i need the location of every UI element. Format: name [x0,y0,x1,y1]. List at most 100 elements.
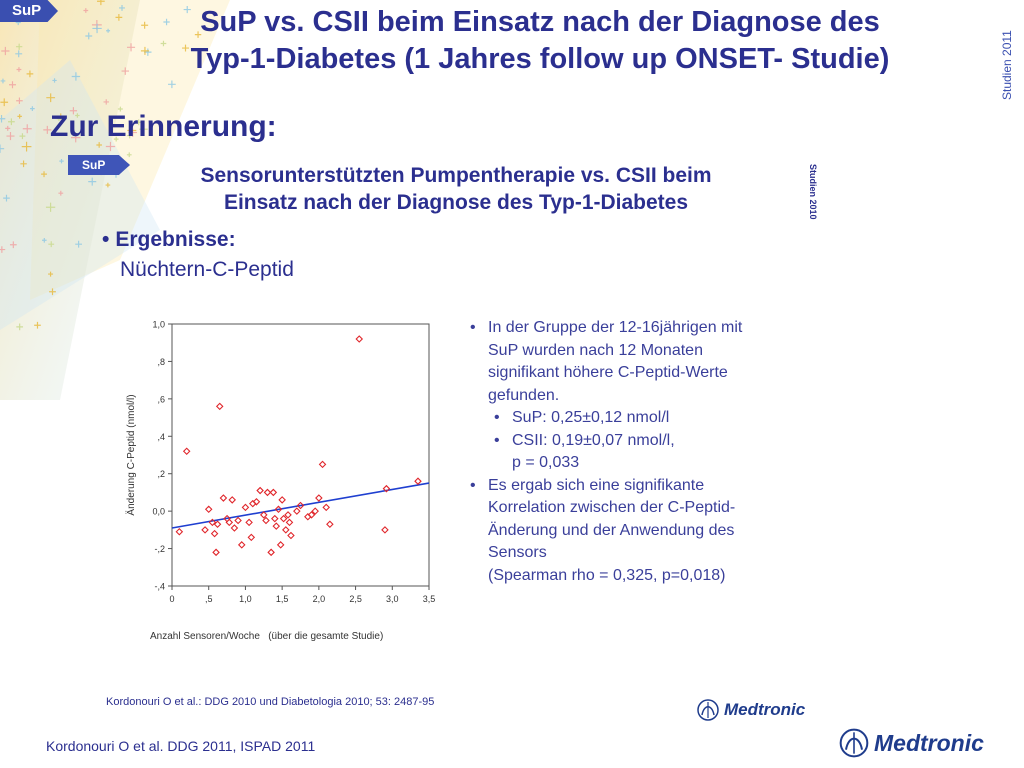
bullet-text: signifikant höhere C-Peptid-Werte [488,364,728,381]
results-heading: • Ergebnisse: [102,228,236,252]
x-tick-label: 0 [169,594,174,604]
sparkle [141,21,149,29]
sparkle [117,106,123,112]
sparkle [16,67,22,72]
sparkle [88,177,97,186]
data-point [245,518,253,527]
results-subheading: Nüchtern-C-Peptid [120,258,294,281]
x-tick-label: 1,5 [276,594,289,604]
data-point [182,447,191,456]
x-tick-label: 3,5 [423,594,436,604]
subheading: Zur Erinnerung: [50,110,277,143]
bullet-line: • In der Gruppe der 12-16jährigen mit [468,317,838,340]
sparkle [92,23,102,34]
sparkle [113,136,119,142]
sparkle [126,43,136,52]
data-point [307,511,316,519]
bullet-line: (Spearman rho = 0,325, p=0,018) [468,565,838,588]
data-point [278,496,286,504]
sparkle [0,144,5,153]
bullet-text: Korrelation zwischen der C-Peptid- [488,499,736,516]
bullet-text: CSII: 0,19±0,07 nmol/l, [512,431,675,449]
sparkle [0,246,6,253]
bullet-text: SuP: 0,25±0,12 nmol/l [512,409,670,426]
sparkle [128,128,137,137]
footer-citation: Kordonouri O et al. DDG 2011, ISPAD 2011 [46,738,316,754]
medtronic-logo-icon [697,699,719,721]
sparkle [126,152,132,158]
data-point [287,531,295,540]
bullet-line: gefunden. [468,385,838,408]
data-point [269,488,278,497]
data-point [271,514,279,523]
sparkle [194,31,202,38]
data-point [285,518,294,527]
data-point [381,526,389,534]
bullet-text: SuP wurden nach 12 Monaten [488,341,703,359]
sparkle [3,194,10,202]
bullet-dot: • [470,476,476,494]
bullet-text: In der Gruppe der 12-16jährigen mit [488,319,743,336]
data-point [175,527,184,536]
y-tick-label: 0,0 [152,507,165,517]
footer-logo-text: Medtronic [874,729,984,756]
y-tick-label: ,2 [157,469,165,479]
sparkle [119,4,125,11]
sparkle [182,44,189,52]
sparkle [75,113,80,118]
sparkle [103,99,109,105]
title-line-2: Typ-1-Diabetes (1 Jahres follow up ONSET… [190,43,890,75]
sparkle [97,0,105,6]
data-point [272,522,281,530]
y-tick-label: ,6 [157,394,165,404]
data-point [210,529,219,538]
data-point [213,520,222,529]
sparkle [139,124,148,134]
data-point [296,501,305,510]
regression-line [171,482,430,529]
bullet-line: Änderung und der Anwendung des [468,520,838,543]
bullet-line: SuP wurden nach 12 Monaten [468,340,838,363]
slide-title-line-2: Einsatz nach der Diagnose des Typ-1-Diab… [223,191,689,214]
bullet-dot: • [102,228,110,251]
sparkle [75,240,83,248]
bullet-line: p = 0,033 [468,452,838,475]
data-point [293,507,301,515]
sparkle [0,98,9,107]
bullet-line: • Es ergab sich eine signifikante [468,475,838,498]
sparkle [127,125,137,135]
bullet-dot: • [494,431,500,449]
data-point [228,496,236,504]
data-point [204,505,213,514]
bullet-line: • SuP: 0,25±0,12 nmol/l [468,407,838,430]
sparkle [57,113,64,120]
sparkle [5,125,11,131]
bullet-line: Sensors [468,542,838,565]
bullet-text: Sensors [488,544,547,561]
side-label-text: Studien 2011 [1000,30,1014,100]
sparkle [49,288,56,296]
x-tick-label: ,5 [205,594,213,604]
sparkle [21,141,32,152]
sparkle [16,43,23,50]
slide-title-line-1: Sensorunterstützten Pumpentherapie vs. C… [200,164,712,187]
sparkle [126,132,133,139]
title-line-1: SuP vs. CSII beim Einsatz nach der Diagn… [200,6,880,38]
sparkle [42,237,47,243]
x-tick-label: 2,0 [313,594,326,604]
data-point [262,516,270,525]
sparkle [135,119,142,126]
sparkle [20,160,27,168]
plot-frame [171,323,430,587]
data-point [256,486,264,495]
sparkle [16,97,23,105]
slide-title: Sensorunterstützten Pumpentherapie vs. C… [136,162,776,216]
bullet-dot: • [494,409,500,426]
sparkle [0,114,6,123]
sparkle [106,28,111,33]
data-point [267,548,275,557]
sparkle [19,133,26,140]
data-point [215,402,224,411]
sparkle [43,125,52,134]
data-point [247,533,256,542]
